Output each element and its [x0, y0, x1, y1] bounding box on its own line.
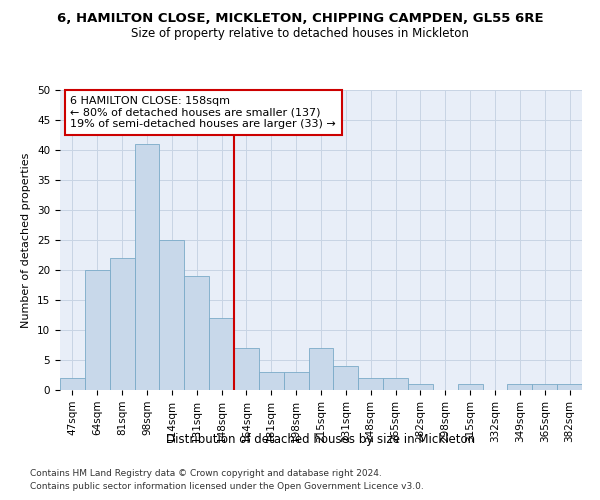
Bar: [209, 318, 234, 390]
Text: 6 HAMILTON CLOSE: 158sqm
← 80% of detached houses are smaller (137)
19% of semi-: 6 HAMILTON CLOSE: 158sqm ← 80% of detach…: [70, 96, 336, 129]
Bar: [134, 144, 160, 390]
Bar: [334, 366, 358, 390]
Bar: [184, 276, 209, 390]
Bar: [358, 378, 383, 390]
Text: Distribution of detached houses by size in Mickleton: Distribution of detached houses by size …: [166, 432, 476, 446]
Bar: [85, 270, 110, 390]
Bar: [408, 384, 433, 390]
Y-axis label: Number of detached properties: Number of detached properties: [22, 152, 31, 328]
Text: Contains HM Land Registry data © Crown copyright and database right 2024.: Contains HM Land Registry data © Crown c…: [30, 468, 382, 477]
Text: Contains public sector information licensed under the Open Government Licence v3: Contains public sector information licen…: [30, 482, 424, 491]
Bar: [383, 378, 408, 390]
Bar: [110, 258, 134, 390]
Text: Size of property relative to detached houses in Mickleton: Size of property relative to detached ho…: [131, 28, 469, 40]
Bar: [508, 384, 532, 390]
Bar: [458, 384, 482, 390]
Bar: [160, 240, 184, 390]
Bar: [532, 384, 557, 390]
Bar: [557, 384, 582, 390]
Bar: [234, 348, 259, 390]
Text: 6, HAMILTON CLOSE, MICKLETON, CHIPPING CAMPDEN, GL55 6RE: 6, HAMILTON CLOSE, MICKLETON, CHIPPING C…: [56, 12, 544, 26]
Bar: [60, 378, 85, 390]
Bar: [259, 372, 284, 390]
Bar: [308, 348, 334, 390]
Bar: [284, 372, 308, 390]
